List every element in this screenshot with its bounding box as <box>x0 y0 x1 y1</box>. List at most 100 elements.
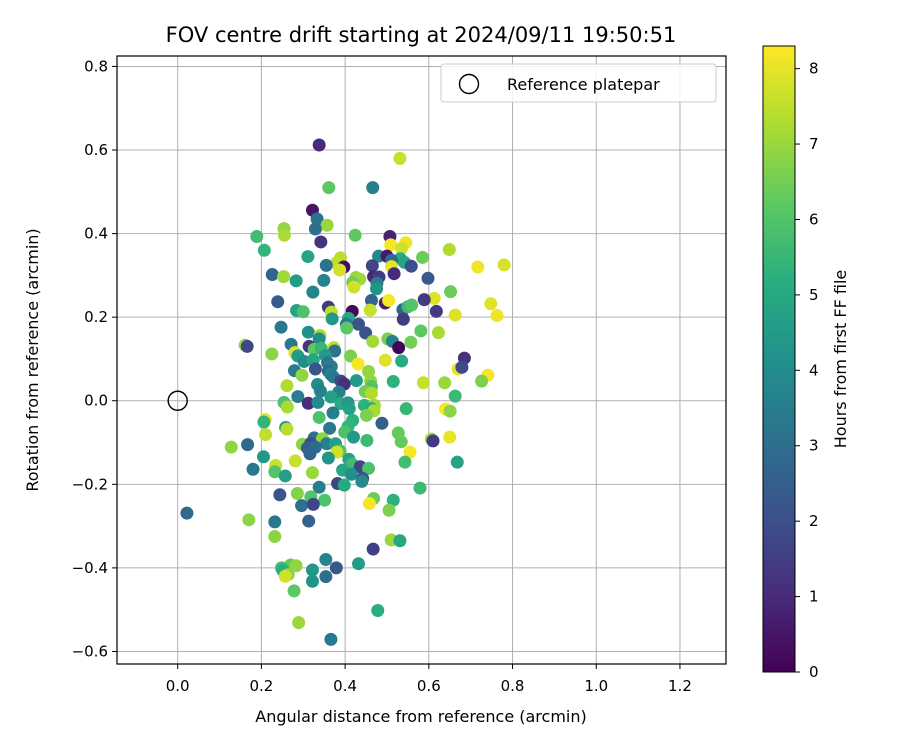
data-point <box>305 466 319 480</box>
data-point <box>274 320 288 334</box>
legend: Reference platepar <box>440 63 717 103</box>
data-point <box>393 151 407 165</box>
data-point <box>312 410 326 424</box>
data-point <box>398 455 412 469</box>
data-point <box>280 400 294 414</box>
y-tick-label: 0.0 <box>84 392 108 410</box>
data-point <box>413 481 427 495</box>
data-point <box>311 395 325 409</box>
data-point <box>378 353 392 367</box>
data-point <box>448 308 462 322</box>
data-point <box>271 295 285 309</box>
y-axis-ticks: −0.6 −0.4 −0.2 0.0 0.2 0.4 0.6 0.8 <box>72 57 117 660</box>
data-point <box>370 282 384 296</box>
data-point <box>348 228 362 242</box>
x-axis-ticks: 0.0 0.2 0.4 0.6 0.8 1.0 1.2 <box>166 664 692 695</box>
colorbar-tick-label: 5 <box>809 286 819 304</box>
data-point <box>484 297 498 311</box>
data-point <box>308 222 322 236</box>
data-point <box>265 268 279 282</box>
data-point <box>265 347 279 361</box>
data-point <box>329 561 343 575</box>
grid-lines <box>117 56 726 664</box>
x-tick-label: 1.2 <box>668 677 692 695</box>
data-point <box>396 312 410 326</box>
data-point <box>450 455 464 469</box>
data-point <box>475 374 489 388</box>
y-tick-label: 0.4 <box>84 225 108 243</box>
data-point <box>295 499 309 513</box>
colorbar-tick-label: 2 <box>809 512 819 530</box>
data-point <box>342 402 356 416</box>
data-point <box>323 421 337 435</box>
colorbar-tick-label: 8 <box>809 60 819 78</box>
data-point <box>393 534 407 548</box>
data-point <box>395 241 409 255</box>
data-point <box>427 291 441 305</box>
data-point <box>362 497 376 511</box>
data-point <box>242 513 256 527</box>
data-point <box>268 465 282 479</box>
data-point <box>394 435 408 449</box>
data-point <box>362 461 376 475</box>
data-point <box>277 270 291 284</box>
data-point <box>303 447 317 461</box>
data-point <box>180 506 194 520</box>
data-point <box>268 530 282 544</box>
data-point <box>386 493 400 507</box>
data-point <box>443 404 457 418</box>
data-point <box>305 563 319 577</box>
legend-entry-reference-platepar: Reference platepar <box>507 75 660 94</box>
data-point <box>273 488 287 502</box>
data-point <box>352 317 366 331</box>
data-point <box>301 325 315 339</box>
data-point <box>321 451 335 465</box>
data-point <box>363 303 377 317</box>
data-point <box>443 430 457 444</box>
data-point <box>366 542 380 556</box>
legend-reference-marker <box>458 73 480 95</box>
x-axis-label: Angular distance from reference (arcmin) <box>255 707 586 726</box>
data-point <box>314 235 328 249</box>
data-point <box>292 616 306 630</box>
data-point <box>355 474 369 488</box>
y-tick-label: −0.2 <box>72 475 108 493</box>
data-point <box>399 402 413 416</box>
data-point <box>384 238 398 252</box>
data-point <box>404 259 418 273</box>
data-point <box>306 285 320 299</box>
data-point <box>426 434 440 448</box>
data-point <box>333 263 347 277</box>
data-point <box>351 357 365 371</box>
colorbar-tick-label: 7 <box>809 135 819 153</box>
data-point <box>306 497 320 511</box>
data-point <box>257 243 271 257</box>
y-tick-label: 0.6 <box>84 141 108 159</box>
x-tick-label: 0.2 <box>249 677 273 695</box>
data-point <box>375 416 389 430</box>
data-point <box>337 478 351 492</box>
data-point <box>455 360 469 374</box>
data-point <box>256 450 270 464</box>
x-tick-label: 1.0 <box>584 677 608 695</box>
data-points <box>167 138 511 646</box>
data-point <box>312 138 326 152</box>
data-point <box>471 260 485 274</box>
x-tick-label: 0.6 <box>417 677 441 695</box>
colorbar-tick-label: 1 <box>809 588 819 606</box>
data-point <box>366 334 380 348</box>
data-point <box>317 273 331 287</box>
chart-title: FOV centre drift starting at 2024/09/11 … <box>166 23 677 47</box>
data-point <box>359 408 373 422</box>
data-point <box>310 212 324 226</box>
data-point <box>349 374 363 388</box>
data-point <box>324 632 338 646</box>
y-tick-label: 0.8 <box>84 57 108 75</box>
colorbar-tick-label: 6 <box>809 210 819 228</box>
colorbar-ticks: 0 1 2 3 4 5 6 7 8 <box>795 60 819 681</box>
data-point <box>268 515 282 529</box>
reference-platepar-marker <box>167 390 188 411</box>
y-tick-label: −0.6 <box>72 642 108 660</box>
data-point <box>224 440 238 454</box>
